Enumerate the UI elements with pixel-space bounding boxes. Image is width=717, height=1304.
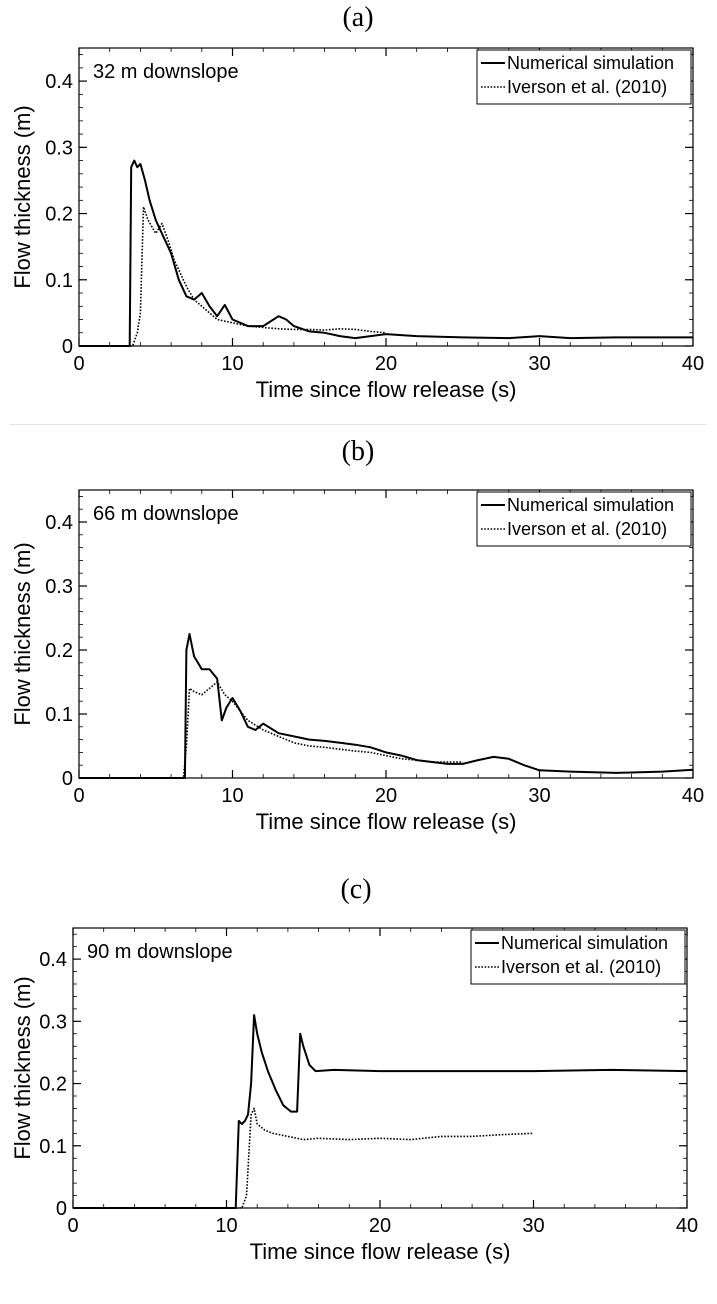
panel-a: (a) 0 10 20 30 40 0 0.1 0.2 0.3 0.4 Time since flo… — [0, 0, 717, 420]
panel-b: (b) 0 10 20 30 40 0 0.1 0.2 0.3 0.4 Time since flo… — [0, 432, 717, 852]
legend-entry: Iverson et al. (2010) — [501, 957, 661, 977]
y-tick-label: 0.1 — [39, 1136, 67, 1158]
chart-c: 0 10 20 30 40 0 0.1 0.2 0.3 0.4 Time since flow re… — [10, 927, 698, 1264]
y-tick-label: 0.3 — [45, 137, 73, 159]
annotation: 66 m downslope — [93, 503, 239, 525]
y-tick-label: 0.1 — [45, 270, 73, 292]
legend-box — [470, 929, 686, 985]
y-tick-label: 0.4 — [45, 512, 73, 534]
x-tick-label: 20 — [369, 1215, 391, 1237]
y-tick-label: 0 — [56, 1198, 67, 1220]
series-numerical-simulation — [79, 159, 693, 347]
legend-entry: Numerical simulation — [507, 53, 674, 73]
legend-box — [476, 49, 692, 105]
legend-entry: Iverson et al. (2010) — [507, 519, 667, 539]
x-tick-label: 0 — [67, 1215, 78, 1237]
y-tick-label: 0.2 — [39, 1074, 67, 1096]
y-tick-label: 0.3 — [45, 576, 73, 598]
y-tick-label: 0.2 — [45, 640, 73, 662]
series-iverson-2010 — [73, 1107, 534, 1209]
x-axis-label: Time since flow release (s) — [250, 1239, 511, 1264]
x-axis-label: Time since flow release (s) — [256, 377, 517, 402]
y-tick-label: 0 — [62, 768, 73, 790]
x-tick-label: 10 — [221, 353, 243, 375]
y-axis-label: Flow thickness (m) — [10, 976, 35, 1159]
x-tick-label: 0 — [73, 785, 84, 807]
y-tick-label: 0 — [62, 336, 73, 358]
legend: Numerical simulation Iverson et al. (2010… — [470, 929, 686, 985]
y-axis-label: Flow thickness (m) — [10, 542, 35, 725]
divider — [10, 424, 707, 425]
x-tick-label: 30 — [528, 785, 550, 807]
x-tick-label: 10 — [215, 1215, 237, 1237]
y-tick-label: 0.1 — [45, 704, 73, 726]
x-tick-label: 0 — [73, 353, 84, 375]
x-tick-label: 40 — [682, 785, 704, 807]
x-tick-label: 30 — [522, 1215, 544, 1237]
x-tick-label: 20 — [375, 353, 397, 375]
x-tick-label: 30 — [528, 353, 550, 375]
chart-a: 0 10 20 30 40 0 0.1 0.2 0.3 0.4 Time since flow re… — [10, 47, 704, 402]
x-tick-label: 40 — [682, 353, 704, 375]
y-tick-label: 0.4 — [39, 949, 67, 971]
legend-entry: Iverson et al. (2010) — [507, 77, 667, 97]
panel-label: (a) — [342, 2, 374, 33]
x-tick-label: 10 — [221, 785, 243, 807]
y-tick-label: 0.4 — [45, 71, 73, 93]
chart-b: 0 10 20 30 40 0 0.1 0.2 0.3 0.4 Time since flow re… — [10, 489, 704, 834]
annotation: 90 m downslope — [87, 941, 233, 963]
panel-label: (c) — [340, 874, 372, 905]
legend-entry: Numerical simulation — [507, 495, 674, 515]
y-tick-label: 0.3 — [39, 1011, 67, 1033]
panel-label: (b) — [341, 436, 375, 467]
series-numerical-simulation — [73, 1014, 688, 1209]
x-tick-label: 20 — [375, 785, 397, 807]
legend: Numerical simulation Iverson et al. (2010… — [476, 49, 692, 105]
legend-entry: Numerical simulation — [501, 933, 668, 953]
legend: Numerical simulation Iverson et al. (2010… — [476, 491, 692, 547]
x-tick-label: 40 — [676, 1215, 698, 1237]
y-axis-label: Flow thickness (m) — [10, 105, 35, 288]
legend-box — [476, 491, 692, 547]
series-iverson-2010 — [79, 206, 387, 347]
panel-c: (c) 0 10 20 30 40 0 0.1 0.2 0.3 0.4 Time since flo… — [0, 864, 717, 1304]
series-iverson-2010 — [79, 681, 463, 779]
y-tick-label: 0.2 — [45, 204, 73, 226]
x-axis-label: Time since flow release (s) — [256, 809, 517, 834]
series-numerical-simulation — [79, 633, 694, 779]
annotation: 32 m downslope — [93, 61, 239, 83]
